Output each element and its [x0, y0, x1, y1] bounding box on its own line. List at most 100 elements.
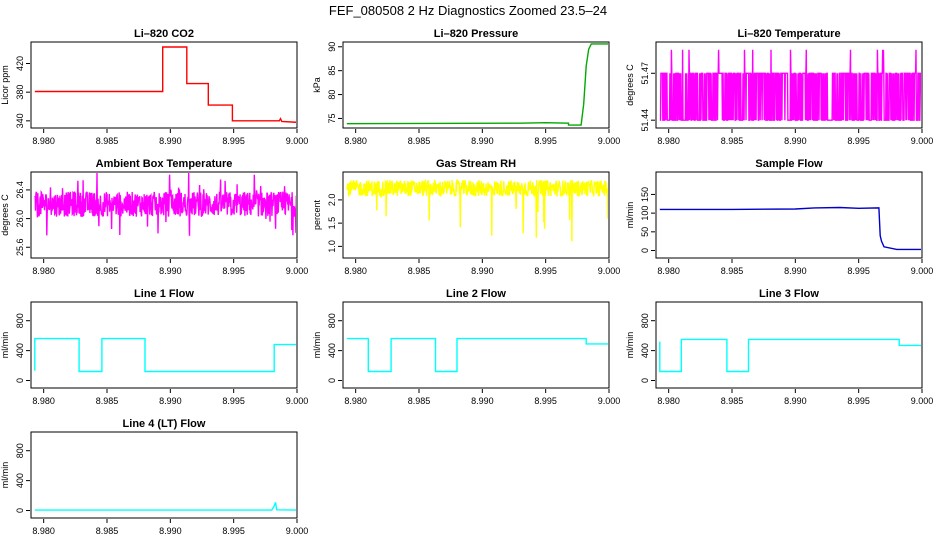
- x-tick-label: 8.995: [534, 396, 557, 406]
- panel-7: Line 1 Flow ml/min 8.980 8.985 8.990 8.995 9.0…: [0, 288, 308, 406]
- plot-frame: [30, 41, 298, 129]
- panel-title: Line 2 Flow: [446, 288, 506, 300]
- y-tick-label: 0: [640, 378, 650, 383]
- panel-title: Li–820 CO2: [134, 28, 194, 40]
- x-tick-label: 8.990: [159, 136, 182, 146]
- series-line: [34, 173, 296, 236]
- x-tick-label: 8.980: [657, 136, 680, 146]
- y-axis-label: degrees C: [0, 194, 10, 236]
- panel-title: Li–820 Pressure: [434, 28, 518, 40]
- y-axis-label: degrees C: [625, 64, 635, 106]
- y-tick-label: 80: [327, 90, 337, 100]
- y-tick-label: 75: [327, 113, 337, 123]
- panel-6: Sample Flow ml/min 8.980 8.985 8.990 8.995 9.0…: [625, 158, 933, 276]
- x-tick-label: 8.985: [408, 396, 431, 406]
- y-tick-label: 1.5: [327, 217, 337, 230]
- plot-frame: [342, 301, 610, 389]
- x-tick-label: 8.980: [344, 396, 367, 406]
- x-tick-label: 9.000: [286, 136, 309, 146]
- series-line: [346, 178, 608, 242]
- series-line: [659, 338, 921, 373]
- y-tick-label: 420: [15, 56, 25, 71]
- x-tick-label: 8.995: [847, 136, 870, 146]
- y-tick-label: 400: [327, 343, 337, 358]
- y-tick-label: 800: [15, 313, 25, 328]
- panel-5: Gas Stream RH percent 8.980 8.985 8.990 8.995…: [312, 158, 620, 276]
- y-tick-label: 800: [327, 313, 337, 328]
- x-tick-label: 8.980: [32, 136, 55, 146]
- plot-frame: [655, 41, 923, 129]
- y-tick-label: 1.0: [327, 240, 337, 253]
- y-tick-label: 50: [640, 227, 650, 237]
- x-tick-label: 8.980: [32, 526, 55, 536]
- series-line: [659, 206, 921, 251]
- x-tick-label: 8.990: [784, 396, 807, 406]
- panel-10: Line 4 (LT) Flow ml/min 8.980 8.985 8.990 8.9…: [0, 418, 308, 536]
- x-tick-label: 8.995: [222, 136, 245, 146]
- panel-2: Li–820 Pressure kPa 8.980 8.985 8.990 8.995 9.…: [312, 28, 620, 146]
- x-tick-label: 8.980: [32, 266, 55, 276]
- x-tick-label: 8.985: [96, 526, 119, 536]
- y-tick-label: 26.4: [15, 181, 25, 199]
- panel-4: Ambient Box Temperature degrees C 8.980 8.9…: [0, 158, 308, 276]
- x-tick-label: 9.000: [911, 396, 934, 406]
- panel-title: Line 1 Flow: [134, 288, 194, 300]
- plot-frame: [342, 171, 610, 259]
- series-line: [346, 43, 608, 126]
- plot-frame: [30, 431, 298, 519]
- x-tick-label: 9.000: [286, 526, 309, 536]
- x-tick-label: 8.980: [344, 266, 367, 276]
- x-tick-label: 8.985: [721, 136, 744, 146]
- panel-8: Line 2 Flow ml/min 8.980 8.985 8.990 8.995 9.0…: [312, 288, 620, 406]
- y-tick-label: 26.0: [15, 210, 25, 228]
- plot-frame: [30, 171, 298, 259]
- x-tick-label: 8.990: [471, 136, 494, 146]
- x-tick-label: 8.985: [96, 266, 119, 276]
- plot-frame: [655, 301, 923, 389]
- x-tick-label: 8.990: [471, 396, 494, 406]
- y-tick-label: 800: [640, 313, 650, 328]
- series-line: [34, 46, 296, 123]
- panel-3: Li–820 Temperature degrees C 8.980 8.985 8.9…: [625, 28, 933, 146]
- panel-1: Li–820 CO2 Licor ppm 8.980 8.985 8.990 8.995 9…: [0, 28, 308, 146]
- y-axis-label: ml/min: [625, 332, 635, 359]
- x-tick-label: 8.995: [534, 266, 557, 276]
- plot-frame: [342, 41, 610, 129]
- y-tick-label: 400: [15, 473, 25, 488]
- x-tick-label: 8.985: [408, 266, 431, 276]
- x-tick-label: 8.995: [222, 396, 245, 406]
- panel-title: Line 4 (LT) Flow: [123, 418, 206, 430]
- x-tick-label: 8.985: [96, 396, 119, 406]
- y-tick-label: 150: [640, 187, 650, 202]
- y-axis-label: ml/min: [0, 332, 10, 359]
- series-line: [346, 337, 608, 373]
- x-tick-label: 8.995: [222, 526, 245, 536]
- x-tick-label: 8.990: [784, 266, 807, 276]
- x-tick-label: 8.980: [657, 396, 680, 406]
- y-tick-label: 400: [640, 343, 650, 358]
- y-tick-label: 400: [15, 343, 25, 358]
- y-tick-label: 340: [15, 113, 25, 128]
- y-tick-label: 51.44: [640, 109, 650, 132]
- y-tick-label: 0: [327, 378, 337, 383]
- x-tick-label: 9.000: [598, 136, 621, 146]
- series-line: [34, 502, 296, 511]
- x-tick-label: 8.985: [721, 396, 744, 406]
- x-tick-label: 8.995: [534, 136, 557, 146]
- x-tick-label: 8.990: [471, 266, 494, 276]
- x-tick-label: 8.990: [159, 266, 182, 276]
- x-tick-label: 8.985: [408, 136, 431, 146]
- y-tick-label: 51.47: [640, 62, 650, 85]
- x-tick-label: 8.995: [222, 266, 245, 276]
- plot-frame: [30, 301, 298, 389]
- x-tick-label: 9.000: [911, 266, 934, 276]
- y-axis-label: ml/min: [0, 462, 10, 489]
- x-tick-label: 8.985: [96, 136, 119, 146]
- panel-title: Sample Flow: [755, 158, 823, 170]
- x-tick-label: 8.990: [159, 526, 182, 536]
- x-tick-label: 8.980: [657, 266, 680, 276]
- x-tick-label: 8.990: [159, 396, 182, 406]
- y-tick-label: 380: [15, 85, 25, 100]
- panel-title: Ambient Box Temperature: [96, 158, 233, 170]
